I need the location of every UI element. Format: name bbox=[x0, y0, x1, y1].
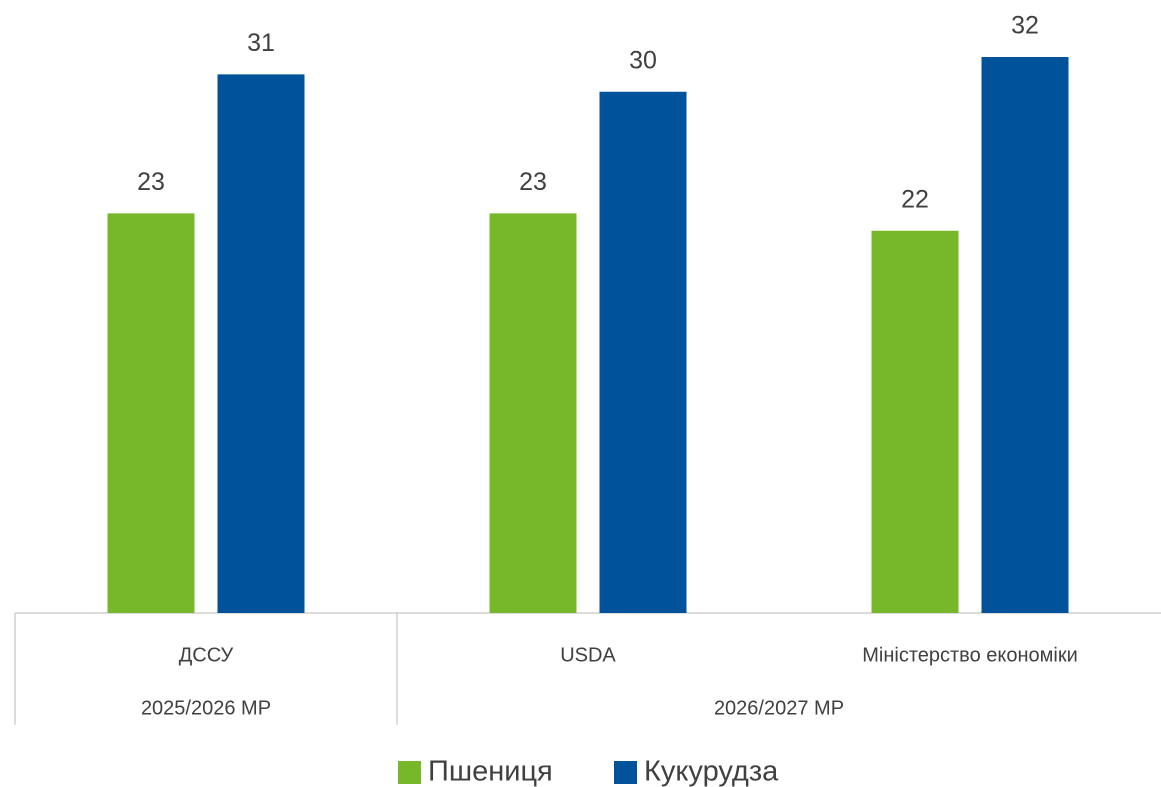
legend-label: Пшениця bbox=[428, 756, 553, 787]
data-label: 23 bbox=[519, 168, 547, 196]
bar bbox=[981, 57, 1069, 613]
bar bbox=[107, 213, 195, 613]
legend-swatch bbox=[398, 761, 421, 784]
data-label: 32 bbox=[1011, 12, 1039, 40]
x-tick-label: ДССУ bbox=[179, 644, 234, 666]
group-label: 2025/2026 МР bbox=[141, 697, 271, 719]
bar bbox=[217, 74, 305, 613]
bar bbox=[489, 213, 577, 613]
bar bbox=[599, 91, 687, 613]
data-label: 23 bbox=[137, 168, 165, 196]
x-tick-label: Міністерство економіки bbox=[862, 644, 1078, 666]
x-tick-label: USDA bbox=[560, 644, 616, 666]
data-label: 30 bbox=[629, 46, 657, 74]
data-label: 31 bbox=[247, 29, 275, 57]
bar bbox=[871, 230, 959, 613]
legend-swatch bbox=[614, 761, 637, 784]
group-label: 2026/2027 МР bbox=[714, 697, 844, 719]
legend-label: Кукурудза bbox=[644, 756, 779, 787]
data-label: 22 bbox=[901, 185, 929, 213]
